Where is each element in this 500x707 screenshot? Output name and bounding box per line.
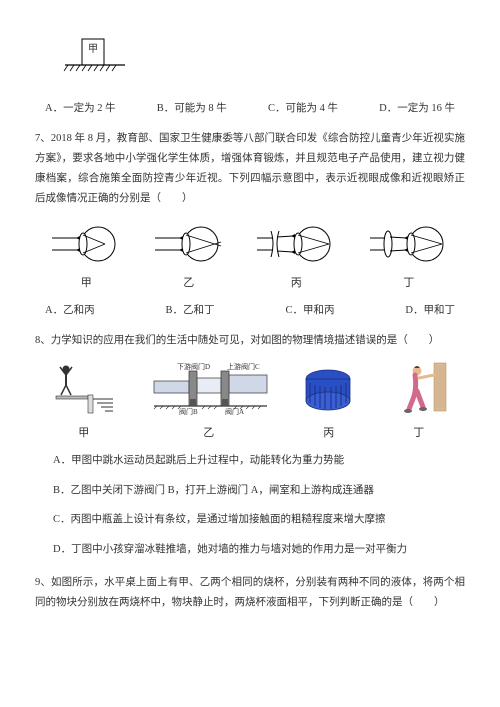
block-on-ground-figure: 甲 [60, 35, 465, 85]
block-label: 甲 [88, 44, 98, 55]
eye-svg-3 [255, 223, 337, 265]
q7-opt-c: C．甲和丙 [285, 302, 334, 317]
q8-stmt-d: D．丁图中小孩穿溜冰鞋推墙，她对墙的推力与墙对她的作用力是一对平衡力 [53, 541, 465, 559]
fig-diver: 甲 [51, 361, 116, 440]
q6-options: A．一定为 2 牛 B．可能为 8 牛 C．可能为 4 牛 D．一定为 16 牛 [45, 100, 455, 115]
q6-opt-b: B．可能为 8 牛 [157, 100, 227, 115]
q8-stmt-b: B．乙图中关闭下游阀门 B，打开上游阀门 A，闸室和上游构成连通器 [53, 482, 465, 500]
svg-text:阀门B: 阀门B [179, 407, 198, 416]
eye-yi: 乙 [153, 223, 225, 290]
eye-label-3: 丙 [255, 274, 337, 290]
q6-opt-d: D．一定为 16 牛 [379, 100, 455, 115]
fig-label-3: 丙 [301, 424, 356, 440]
q9-text: 9、如图所示，水平桌上面上有甲、乙两个相同的烧杯，分别装有两种不同的液体，将两个… [35, 573, 465, 613]
eye-ding: 丁 [368, 223, 450, 290]
fig-label-1: 甲 [51, 424, 116, 440]
q7-opt-d: D．甲和丁 [405, 302, 455, 317]
q8-figures: 甲 下游阀门D 上游阀门C 闸室 阀门B 阀门A [35, 361, 465, 440]
eye-label-2: 乙 [153, 274, 225, 290]
fig-label-2: 乙 [149, 424, 269, 440]
fig-cap: 丙 [301, 361, 356, 440]
skate-svg [389, 361, 449, 416]
cap-svg [301, 361, 356, 416]
svg-text:下游阀门D: 下游阀门D [177, 362, 210, 371]
eye-bing: 丙 [255, 223, 337, 290]
fig-skate: 丁 [389, 361, 449, 440]
eye-svg-1 [50, 223, 122, 265]
fig-lock: 下游阀门D 上游阀门C 闸室 阀门B 阀门A 乙 [149, 361, 269, 440]
eye-label-1: 甲 [50, 274, 122, 290]
q6-opt-c: C．可能为 4 牛 [268, 100, 338, 115]
fig-label-4: 丁 [389, 424, 449, 440]
eye-label-4: 丁 [368, 274, 450, 290]
lock-svg: 下游阀门D 上游阀门C 闸室 阀门B 阀门A [149, 361, 269, 416]
svg-text:上游阀门C: 上游阀门C [227, 362, 260, 371]
q8-stmt-c: C．丙图中瓶盖上设计有条纹，是通过增加接触面的粗糙程度来增大摩擦 [53, 511, 465, 529]
eye-svg-4 [368, 223, 450, 265]
q7-text: 7、2018 年 8 月，教育部、国家卫生健康委等八部门联合印发《综合防控儿童青… [35, 129, 465, 209]
q7-eye-diagrams: 甲 乙 丙 [35, 223, 465, 290]
eye-jiA: 甲 [50, 223, 122, 290]
q8-stmt-a: A．甲图中跳水运动员起跳后上升过程中，动能转化为重力势能 [53, 452, 465, 470]
diver-svg [51, 361, 116, 416]
eye-svg-2 [153, 223, 225, 265]
q8-text: 8、力学知识的应用在我们的生活中随处可见，对如图的物理情境描述错误的是（ ） [35, 331, 465, 351]
block-svg: 甲 [60, 35, 130, 80]
q7-options: A．乙和丙 B．乙和丁 C．甲和丙 D．甲和丁 [45, 302, 455, 317]
q6-opt-a: A．一定为 2 牛 [45, 100, 116, 115]
q7-opt-a: A．乙和丙 [45, 302, 95, 317]
q7-opt-b: B．乙和丁 [166, 302, 215, 317]
